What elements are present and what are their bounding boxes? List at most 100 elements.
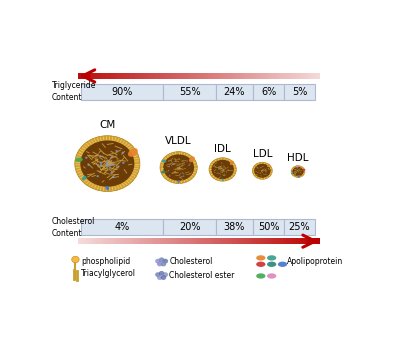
- Bar: [220, 73, 223, 79]
- Bar: [317, 73, 320, 79]
- Circle shape: [257, 168, 258, 169]
- Bar: [271, 73, 274, 79]
- Ellipse shape: [296, 165, 298, 168]
- Bar: [178, 238, 181, 244]
- Bar: [93, 238, 96, 244]
- Circle shape: [254, 164, 270, 178]
- Bar: [262, 73, 265, 79]
- Bar: [187, 238, 190, 244]
- Circle shape: [100, 161, 102, 164]
- Bar: [111, 73, 114, 79]
- Circle shape: [189, 164, 191, 165]
- Bar: [302, 73, 304, 79]
- Bar: [168, 73, 172, 79]
- Bar: [274, 238, 277, 244]
- Bar: [286, 238, 290, 244]
- Circle shape: [186, 160, 188, 162]
- Bar: [280, 238, 284, 244]
- Bar: [168, 238, 172, 244]
- Circle shape: [161, 275, 166, 280]
- Circle shape: [159, 257, 164, 262]
- Circle shape: [179, 167, 180, 168]
- Ellipse shape: [189, 157, 195, 162]
- Bar: [308, 73, 311, 79]
- FancyBboxPatch shape: [253, 84, 284, 100]
- Bar: [126, 73, 129, 79]
- Bar: [156, 238, 160, 244]
- Bar: [241, 238, 244, 244]
- Bar: [223, 238, 226, 244]
- Circle shape: [106, 159, 109, 162]
- Bar: [304, 73, 308, 79]
- Bar: [162, 73, 166, 79]
- Bar: [108, 238, 111, 244]
- Circle shape: [85, 157, 88, 159]
- Ellipse shape: [267, 255, 276, 260]
- Text: 25%: 25%: [289, 223, 310, 232]
- Ellipse shape: [128, 148, 138, 157]
- FancyBboxPatch shape: [163, 219, 216, 235]
- Bar: [277, 238, 280, 244]
- Bar: [123, 73, 126, 79]
- Bar: [290, 238, 292, 244]
- Bar: [238, 238, 241, 244]
- Bar: [117, 73, 120, 79]
- Bar: [199, 238, 202, 244]
- Circle shape: [112, 164, 114, 166]
- Ellipse shape: [267, 273, 276, 279]
- Bar: [265, 73, 268, 79]
- Bar: [120, 238, 123, 244]
- Bar: [162, 238, 166, 244]
- FancyBboxPatch shape: [253, 219, 284, 235]
- Circle shape: [109, 164, 112, 166]
- Text: CM: CM: [99, 120, 116, 130]
- Bar: [311, 73, 314, 79]
- Ellipse shape: [298, 176, 300, 178]
- Circle shape: [264, 168, 265, 169]
- Ellipse shape: [82, 176, 86, 180]
- Bar: [90, 238, 93, 244]
- Bar: [208, 238, 211, 244]
- Bar: [217, 73, 220, 79]
- Bar: [284, 238, 286, 244]
- Circle shape: [266, 168, 267, 169]
- Bar: [156, 73, 160, 79]
- Bar: [223, 73, 226, 79]
- Ellipse shape: [106, 186, 109, 190]
- Ellipse shape: [230, 161, 234, 165]
- Circle shape: [222, 169, 224, 170]
- Bar: [229, 73, 232, 79]
- FancyBboxPatch shape: [216, 219, 253, 235]
- Bar: [166, 73, 168, 79]
- Bar: [141, 73, 144, 79]
- Bar: [217, 238, 220, 244]
- Bar: [284, 73, 286, 79]
- Bar: [214, 73, 217, 79]
- Ellipse shape: [162, 160, 166, 162]
- Ellipse shape: [291, 172, 294, 174]
- Bar: [298, 238, 302, 244]
- Circle shape: [159, 271, 164, 276]
- Bar: [253, 73, 256, 79]
- Bar: [205, 73, 208, 79]
- Bar: [102, 238, 105, 244]
- Bar: [175, 73, 178, 79]
- Circle shape: [265, 170, 266, 171]
- Circle shape: [110, 172, 113, 174]
- Text: Cholesterol ester: Cholesterol ester: [169, 271, 235, 280]
- Bar: [244, 238, 247, 244]
- Bar: [238, 73, 241, 79]
- FancyBboxPatch shape: [163, 84, 216, 100]
- Ellipse shape: [178, 180, 180, 183]
- Bar: [241, 73, 244, 79]
- Circle shape: [106, 165, 108, 167]
- Text: HDL: HDL: [287, 153, 309, 163]
- FancyBboxPatch shape: [216, 84, 253, 100]
- Bar: [160, 73, 162, 79]
- Text: LDL: LDL: [253, 149, 272, 159]
- Bar: [96, 73, 99, 79]
- Circle shape: [99, 155, 102, 157]
- Circle shape: [106, 163, 108, 165]
- Bar: [235, 238, 238, 244]
- Bar: [96, 238, 99, 244]
